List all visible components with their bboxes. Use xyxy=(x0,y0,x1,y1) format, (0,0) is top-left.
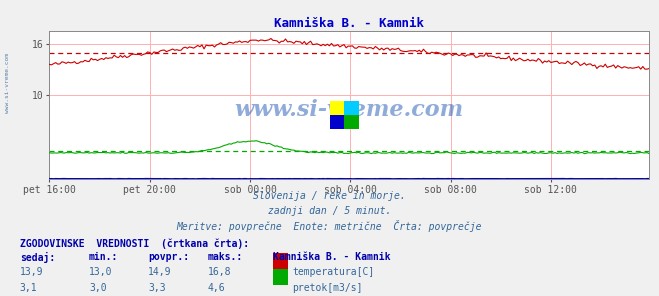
Text: sedaj:: sedaj: xyxy=(20,252,55,263)
Text: maks.:: maks.: xyxy=(208,252,243,262)
Title: Kamniška B. - Kamnik: Kamniška B. - Kamnik xyxy=(274,17,424,30)
Text: Slovenija / reke in morje.: Slovenija / reke in morje. xyxy=(253,191,406,201)
Text: www.si-vreme.com: www.si-vreme.com xyxy=(5,53,11,113)
Text: www.si-vreme.com: www.si-vreme.com xyxy=(235,99,464,120)
Bar xyxy=(344,115,359,129)
Text: Kamniška B. - Kamnik: Kamniška B. - Kamnik xyxy=(273,252,391,262)
Text: zadnji dan / 5 minut.: zadnji dan / 5 minut. xyxy=(268,206,391,216)
Text: 4,6: 4,6 xyxy=(208,283,225,293)
Text: Meritve: povprečne  Enote: metrične  Črta: povprečje: Meritve: povprečne Enote: metrične Črta:… xyxy=(177,220,482,232)
Bar xyxy=(330,101,344,115)
Bar xyxy=(330,115,344,129)
Text: pretok[m3/s]: pretok[m3/s] xyxy=(292,283,362,293)
Text: 13,0: 13,0 xyxy=(89,267,113,277)
Bar xyxy=(344,101,359,115)
Text: 16,8: 16,8 xyxy=(208,267,231,277)
Text: 13,9: 13,9 xyxy=(20,267,43,277)
Text: 3,1: 3,1 xyxy=(20,283,38,293)
Text: temperatura[C]: temperatura[C] xyxy=(292,267,374,277)
Text: povpr.:: povpr.: xyxy=(148,252,189,262)
Text: min.:: min.: xyxy=(89,252,119,262)
Text: ZGODOVINSKE  VREDNOSTI  (črtkana črta):: ZGODOVINSKE VREDNOSTI (črtkana črta): xyxy=(20,238,249,249)
Text: 3,0: 3,0 xyxy=(89,283,107,293)
Text: 14,9: 14,9 xyxy=(148,267,172,277)
Text: 3,3: 3,3 xyxy=(148,283,166,293)
